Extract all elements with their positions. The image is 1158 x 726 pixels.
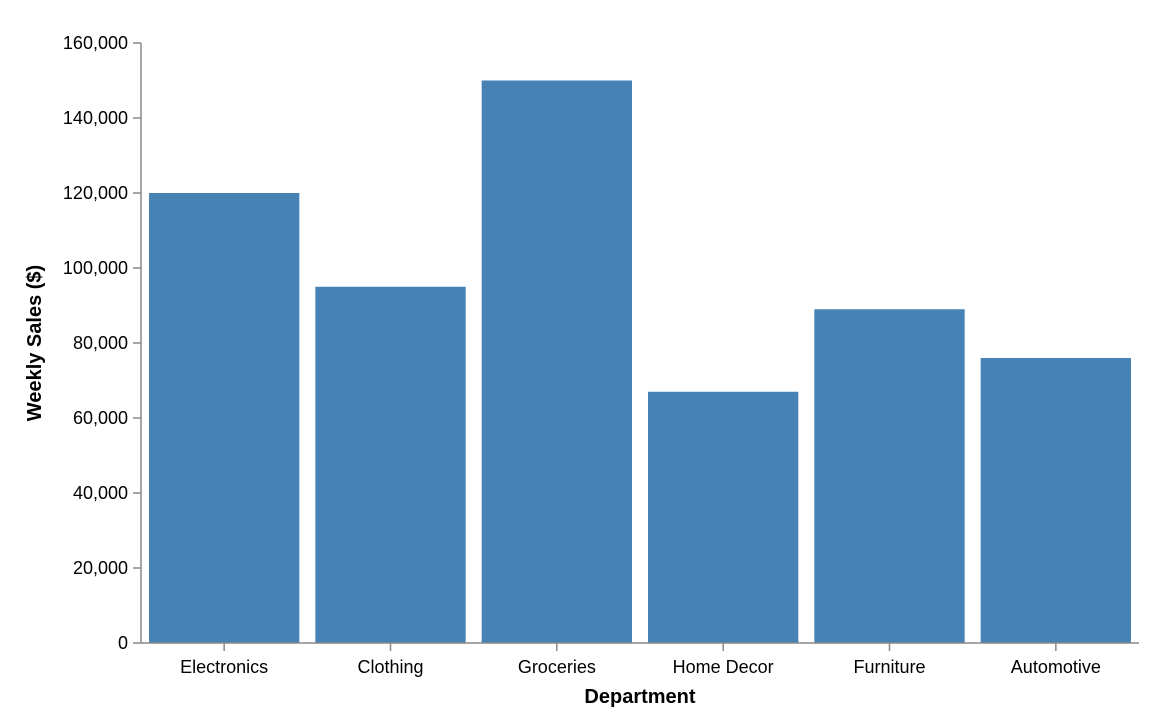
x-tick-label: Groceries [518,657,596,677]
x-tick-label: Furniture [853,657,925,677]
y-tick-label: 100,000 [63,258,128,278]
x-tick-label: Clothing [357,657,423,677]
bar-groceries [481,80,632,643]
y-axis-title: Weekly Sales ($) [24,265,46,421]
bar-clothing [315,286,466,643]
bars-group [149,80,1131,643]
y-tick-label: 80,000 [73,333,128,353]
x-axis-title: Department [584,686,695,708]
y-tick-label: 120,000 [63,183,128,203]
y-tick-label: 0 [118,633,128,653]
y-tick-label: 20,000 [73,558,128,578]
x-tick-label: Automotive [1011,657,1101,677]
y-tick-label: 60,000 [73,408,128,428]
bar-home-decor [648,391,799,643]
bar-furniture [814,309,965,643]
x-tick-label: Electronics [180,657,268,677]
bar-automotive [980,358,1131,643]
y-tick-label: 40,000 [73,483,128,503]
x-axis-ticks: Electronics Clothing Groceries Home Decor Fu… [180,643,1101,677]
y-tick-label: 140,000 [63,108,128,128]
bar-electronics [149,193,300,643]
x-tick-label: Home Decor [673,657,774,677]
y-axis-ticks: 0 20,000 40,000 60,000 80,000 100,000 120,000 1… [63,33,141,653]
y-tick-label: 160,000 [63,33,128,53]
